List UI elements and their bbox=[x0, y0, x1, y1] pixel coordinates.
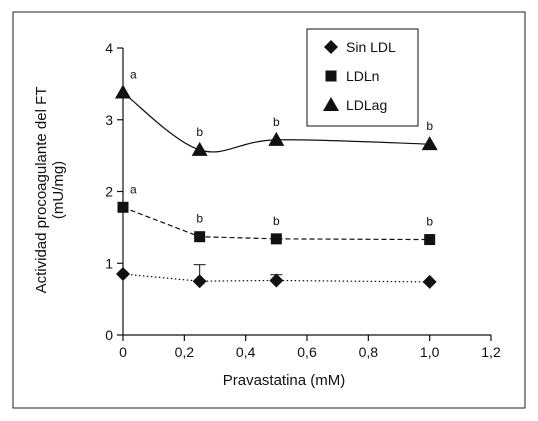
data-point bbox=[191, 141, 208, 156]
y-axis-title-line: (mU/mg) bbox=[50, 161, 67, 219]
legend-marker bbox=[324, 40, 338, 54]
y-tick-label: 1 bbox=[105, 255, 113, 271]
data-point bbox=[194, 231, 206, 243]
data-point bbox=[422, 274, 437, 289]
significance-label: b bbox=[426, 119, 433, 133]
significance-label: b bbox=[426, 215, 433, 229]
x-tick-label: 0 bbox=[119, 344, 127, 360]
series-line bbox=[122, 92, 430, 153]
x-tick-label: 0,4 bbox=[236, 344, 256, 360]
legend-marker bbox=[325, 70, 337, 82]
chart-frame bbox=[12, 11, 526, 409]
data-point bbox=[117, 201, 129, 213]
x-tick-label: 0,6 bbox=[297, 344, 317, 360]
x-tick-label: 0,8 bbox=[359, 344, 379, 360]
y-tick-label: 4 bbox=[105, 40, 113, 56]
data-point bbox=[269, 273, 284, 288]
significance-label: b bbox=[196, 212, 203, 226]
series-line bbox=[122, 206, 430, 241]
legend: Sin LDL LDLn LDLag bbox=[306, 28, 419, 127]
x-axis-title: Pravastatina (mM) bbox=[223, 372, 346, 389]
y-tick-label: 3 bbox=[105, 112, 113, 128]
y-tick-label: 2 bbox=[105, 184, 113, 200]
data-point bbox=[270, 233, 282, 245]
legend-label: LDLn bbox=[346, 68, 379, 84]
data-point bbox=[192, 274, 207, 289]
y-axis-title-line: Actividad procoagulante del FT bbox=[33, 87, 50, 294]
significance-label: a bbox=[130, 182, 137, 196]
significance-label: b bbox=[196, 125, 203, 139]
x-tick-label: 1,0 bbox=[420, 344, 440, 360]
x-tick-label: 0,2 bbox=[175, 344, 195, 360]
legend-marker bbox=[323, 97, 339, 111]
legend-label: Sin LDL bbox=[346, 39, 396, 55]
significance-label: b bbox=[273, 115, 280, 129]
plot-area: 0 1 2 3 4 0 0,2 0,4 0,6 0,8 1,0 1,2 Pravastatina (mM… bbox=[33, 40, 501, 389]
data-point bbox=[115, 84, 131, 99]
significance-label: b bbox=[273, 214, 280, 228]
significance-label: a bbox=[130, 67, 137, 81]
y-axis-title: Actividad procoagulante del FT(mU/mg) bbox=[33, 87, 67, 294]
x-tick-label: 1,2 bbox=[481, 344, 501, 360]
data-point bbox=[268, 131, 285, 146]
data-point bbox=[424, 234, 436, 246]
legend-label: LDLag bbox=[346, 97, 387, 113]
data-point bbox=[421, 136, 438, 151]
y-tick-label: 0 bbox=[105, 327, 113, 343]
data-point bbox=[116, 267, 130, 282]
